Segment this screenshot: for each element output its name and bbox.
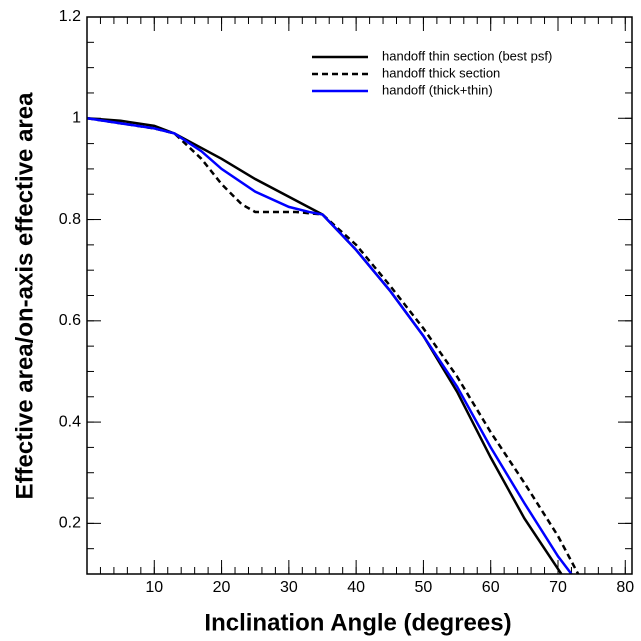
y-tick-label: 1.2 xyxy=(59,8,81,25)
y-axis-label: Effective area/on-axis effective area xyxy=(11,92,38,500)
y-tick-label: 0.4 xyxy=(59,413,81,430)
x-tick-label: 50 xyxy=(415,579,433,596)
plot-frame xyxy=(86,16,633,575)
legend-label: handoff (thick+thin) xyxy=(382,82,493,97)
series-line xyxy=(87,117,573,574)
y-tick-label: 0.6 xyxy=(59,312,81,329)
series-line xyxy=(87,117,563,574)
x-tick-label: 70 xyxy=(549,579,567,596)
x-tick-label: 60 xyxy=(482,579,500,596)
x-tick-label: 10 xyxy=(145,579,163,596)
x-tick-label: 80 xyxy=(616,579,634,596)
legend-label: handoff thin section (best psf) xyxy=(382,48,552,63)
series-line xyxy=(87,117,580,574)
x-tick-label: 30 xyxy=(280,579,298,596)
y-tick-label: 1 xyxy=(72,109,81,126)
y-tick-label: 0.8 xyxy=(59,211,81,228)
x-axis-label: Inclination Angle (degrees) xyxy=(204,609,511,636)
x-tick-label: 20 xyxy=(213,579,231,596)
y-tick-label: 0.2 xyxy=(59,515,81,532)
legend-label: handoff thick section xyxy=(382,65,500,80)
x-tick-label: 40 xyxy=(347,579,365,596)
